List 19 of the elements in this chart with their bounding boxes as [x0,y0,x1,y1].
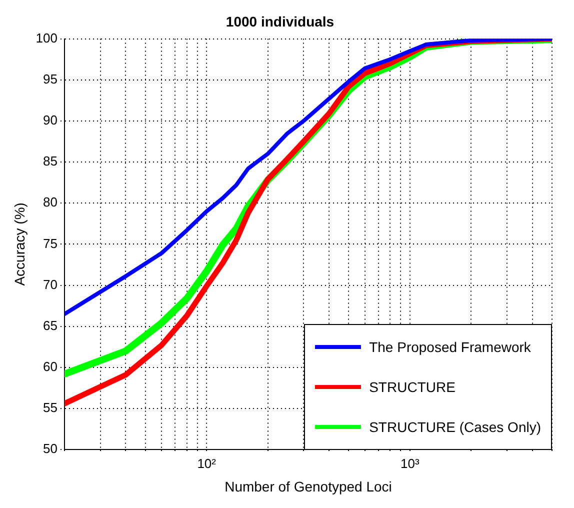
y-tick-label: 50 [43,441,58,456]
y-axis-title: Accuracy (%) [11,202,28,286]
x-tick-label: 10² [197,456,217,471]
y-tick-label: 75 [43,236,58,251]
y-tick-label: 85 [43,154,58,169]
y-tick-label: 95 [43,71,58,86]
y-tick-label: 80 [43,194,58,210]
chart-title: 1000 individuals [226,13,334,30]
y-tick-label: 70 [43,276,58,292]
x-tick-label: 10³ [400,456,420,471]
legend-label: STRUCTURE [369,378,456,395]
y-tick-label: 55 [43,400,58,416]
x-axis-title: Number of Genotyped Loci [224,478,392,494]
y-tick-label: 100 [36,30,58,46]
legend-label: The Proposed Framework [369,338,531,355]
y-tick-label: 65 [43,318,58,333]
y-tick-label: 90 [43,112,58,128]
y-tick-label: 60 [43,359,58,374]
legend-label: STRUCTURE (Cases Only) [369,418,541,435]
